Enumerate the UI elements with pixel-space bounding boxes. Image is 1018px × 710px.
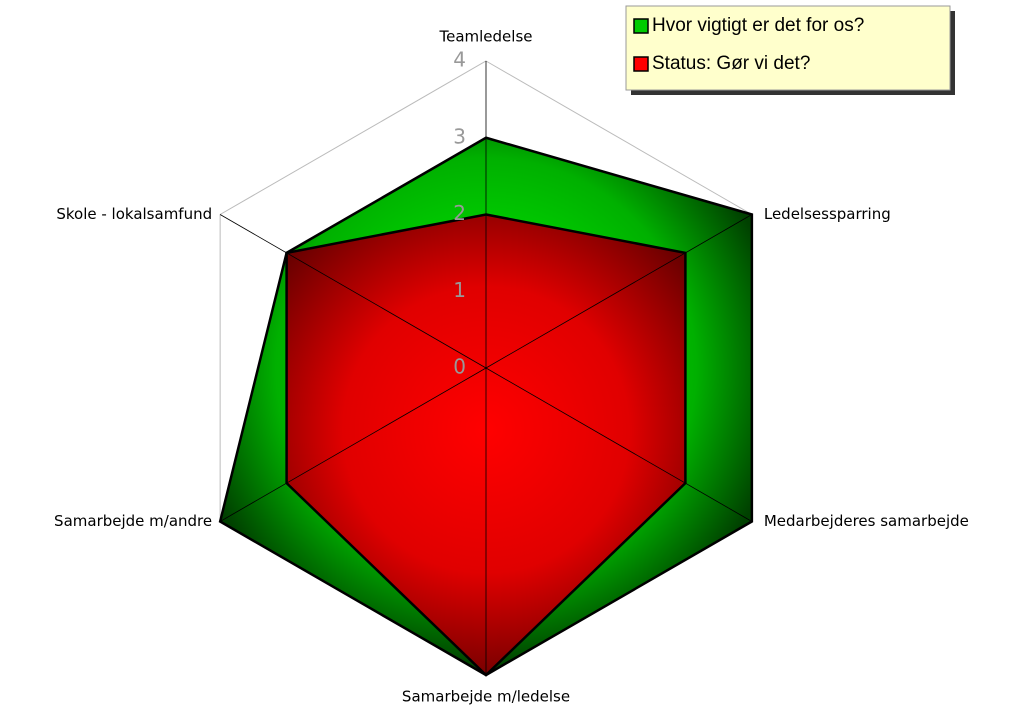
spoke <box>219 214 487 369</box>
r-tick-label: 2 <box>453 201 466 225</box>
legend-swatch <box>633 18 649 34</box>
plot-area: 0 1 2 3 4 Teamledelse Ledelsessparring Medarbej… <box>54 28 969 706</box>
category-label: Samarbejde m/andre <box>54 512 212 530</box>
spoke <box>485 367 753 522</box>
r-tick-label: 3 <box>453 124 466 148</box>
legend: Hvor vigtigt er det for os? Status: Gør v… <box>625 5 955 95</box>
legend-box <box>625 5 951 91</box>
category-label: Skole - lokalsamfund <box>56 205 212 223</box>
r-tick-label: 1 <box>453 278 466 302</box>
category-label: Teamledelse <box>438 28 532 46</box>
legend-label: Status: Gør vi det? <box>652 53 810 74</box>
legend-swatch <box>633 56 649 72</box>
legend-label: Hvor vigtigt er det for os? <box>652 15 864 36</box>
spoke <box>219 367 487 522</box>
category-label: Ledelsessparring <box>764 205 891 223</box>
spoke <box>485 214 753 369</box>
r-tick-label: 0 <box>453 355 466 379</box>
r-tick-label: 4 <box>453 48 466 72</box>
category-label: Samarbejde m/ledelse <box>402 688 570 706</box>
category-label: Medarbejderes samarbejde <box>764 512 969 530</box>
